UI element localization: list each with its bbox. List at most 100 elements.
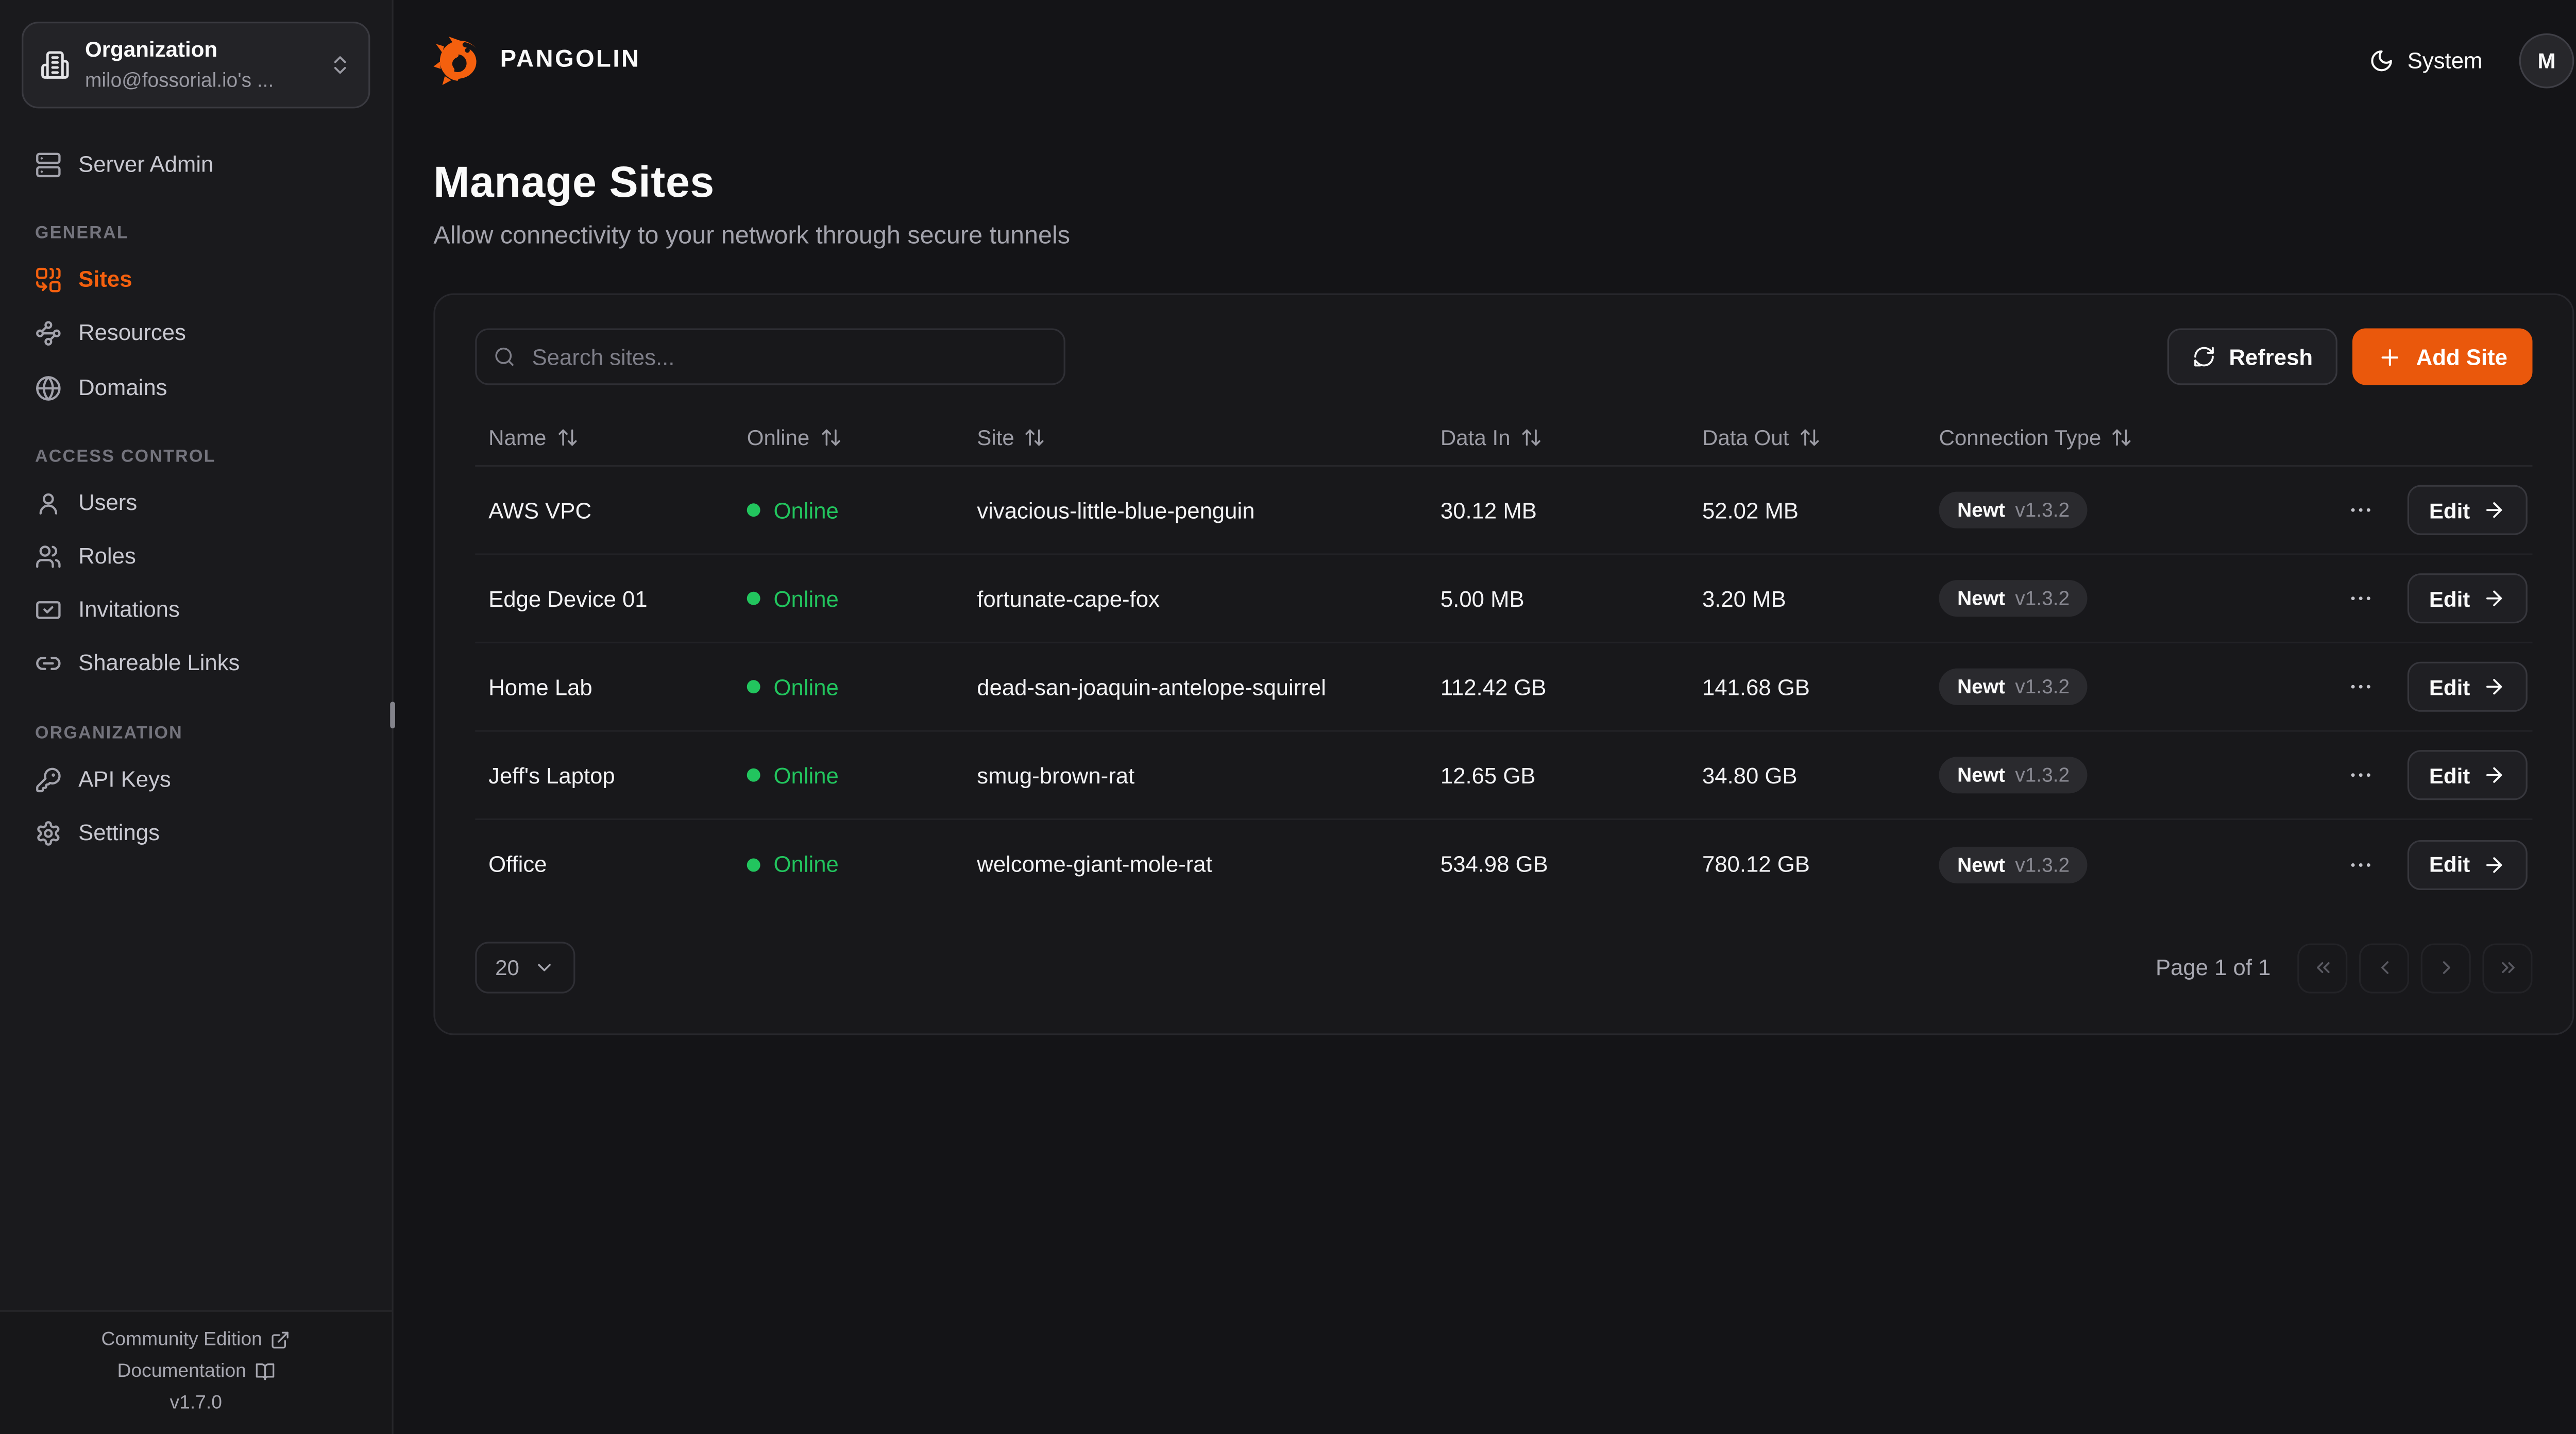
cell-actions: Edit (2344, 839, 2527, 890)
sidebar-item-shareable-links[interactable]: Shareable Links (22, 637, 370, 691)
sidebar-item-label: Shareable Links (78, 651, 240, 676)
sidebar-item-domains[interactable]: Domains (22, 361, 370, 415)
chevrons-up-down-icon (328, 54, 351, 77)
table-row: Home Lab Online dead-san-joaquin-antelop… (475, 643, 2533, 732)
search-box (475, 328, 1065, 385)
cell-site: dead-san-joaquin-antelope-squirrel (977, 674, 1326, 699)
sidebar-resize-handle[interactable] (390, 702, 395, 729)
connection-name: Newt (1957, 852, 2005, 876)
column-header-online[interactable]: Online (747, 425, 977, 450)
status-label: Online (773, 497, 839, 523)
arrow-right-icon (2485, 590, 2501, 606)
sidebar-item-api-keys[interactable]: API Keys (22, 753, 370, 806)
column-header-connection-type[interactable]: Connection Type (1939, 425, 2344, 450)
server-icon (35, 152, 62, 179)
row-menu-button[interactable] (2344, 582, 2378, 615)
sidebar-item-settings[interactable]: Settings (22, 806, 370, 860)
ellipsis-icon (2351, 862, 2370, 866)
book-open-icon (255, 1363, 274, 1380)
next-page-button[interactable] (2420, 942, 2471, 993)
connection-badge: Newt v1.3.2 (1939, 757, 2088, 794)
community-edition-link[interactable]: Community Edition (101, 1330, 291, 1350)
row-menu-button[interactable] (2344, 670, 2378, 704)
sidebar-item-users[interactable]: Users (22, 476, 370, 530)
sidebar-item-resources[interactable]: Resources (22, 308, 370, 361)
connection-name: Newt (1957, 498, 2005, 522)
sidebar-section-organization: ORGANIZATION (35, 722, 183, 743)
row-menu-button[interactable] (2344, 848, 2378, 881)
row-menu-button[interactable] (2344, 758, 2378, 792)
org-switcher[interactable]: Organization milo@fossorial.io's ... (22, 22, 370, 109)
sort-icon[interactable] (820, 426, 841, 448)
chevron-right-icon (2442, 961, 2450, 974)
cell-data-in: 112.42 GB (1440, 674, 1547, 699)
sidebar-item-server-admin[interactable]: Server Admin (22, 139, 370, 192)
column-header-data-in[interactable]: Data In (1440, 425, 1702, 450)
arrow-right-icon (2485, 767, 2501, 783)
chevron-left-icon (2380, 961, 2388, 974)
edit-button[interactable]: Edit (2407, 485, 2527, 535)
cell-data-in: 534.98 GB (1440, 851, 1548, 877)
sidebar-item-invitations[interactable]: Invitations (22, 584, 370, 637)
edit-button[interactable]: Edit (2407, 839, 2527, 890)
edit-button[interactable]: Edit (2407, 573, 2527, 624)
column-header-data-out[interactable]: Data Out (1702, 425, 1939, 450)
online-dot-icon (747, 591, 760, 605)
prev-page-button[interactable] (2359, 942, 2410, 993)
page-head: Manage Sites Allow connectivity to your … (433, 157, 2574, 250)
page-size-value: 20 (495, 955, 519, 980)
table-row: AWS VPC Online vivacious-little-blue-pen… (475, 467, 2533, 555)
column-header-site[interactable]: Site (977, 425, 1440, 450)
theme-toggle[interactable]: System (2369, 47, 2482, 73)
sidebar-section-general: GENERAL (35, 224, 129, 244)
last-page-button[interactable] (2482, 942, 2533, 993)
pagination-controls: Page 1 of 1 (2156, 942, 2533, 993)
users-icon (35, 543, 62, 570)
cell-name: Edge Device 01 (488, 586, 648, 611)
edit-label: Edit (2429, 586, 2470, 611)
sort-icon[interactable] (556, 426, 578, 448)
sidebar-item-sites[interactable]: Sites (22, 253, 370, 307)
add-site-button[interactable]: Add Site (2352, 328, 2533, 385)
cell-actions: Edit (2344, 485, 2527, 535)
cell-actions: Edit (2344, 573, 2527, 624)
refresh-label: Refresh (2229, 344, 2313, 369)
cell-status: Online (747, 586, 977, 611)
search-input[interactable] (529, 342, 1047, 371)
sidebar-item-label: Invitations (78, 596, 180, 622)
sort-icon[interactable] (2111, 426, 2133, 448)
connection-badge: Newt v1.3.2 (1939, 580, 2088, 617)
org-subtitle: milo@fossorial.io's ... (85, 68, 274, 92)
refresh-button[interactable]: Refresh (2167, 328, 2338, 385)
sidebar-item-label: Sites (78, 267, 132, 292)
page-size-select[interactable]: 20 (475, 942, 576, 994)
sort-icon[interactable] (1520, 426, 1542, 448)
column-header-name[interactable]: Name (488, 425, 747, 450)
edit-label: Edit (2429, 497, 2470, 523)
avatar[interactable]: M (2519, 32, 2574, 88)
sort-icon[interactable] (1799, 426, 1821, 448)
status-label: Online (773, 851, 839, 877)
chevrons-right-icon (2501, 962, 2514, 974)
sidebar-nav: Server Admin GENERAL Sites Resources (22, 139, 370, 860)
sidebar-item-roles[interactable]: Roles (22, 530, 370, 584)
sidebar: Organization milo@fossorial.io's ... Ser… (0, 0, 395, 1434)
table-header-row: Name Online Site Data In (475, 410, 2533, 467)
connection-version: v1.3.2 (2015, 498, 2070, 522)
edit-button[interactable]: Edit (2407, 661, 2527, 712)
cell-status: Online (747, 674, 977, 699)
edit-button[interactable]: Edit (2407, 750, 2527, 800)
cell-connection-type: Newt v1.3.2 (1939, 757, 2344, 794)
edit-label: Edit (2429, 762, 2470, 788)
sites-table: Name Online Site Data In (475, 410, 2533, 909)
online-dot-icon (747, 857, 760, 871)
first-page-button[interactable] (2297, 942, 2348, 993)
row-menu-button[interactable] (2344, 493, 2378, 527)
sidebar-item-label: Settings (78, 820, 160, 845)
brand[interactable]: PANGOLIN (433, 34, 640, 86)
search-icon (495, 347, 514, 366)
column-label: Online (747, 425, 810, 450)
online-dot-icon (747, 768, 760, 782)
sort-icon[interactable] (1024, 426, 1046, 448)
documentation-link[interactable]: Documentation (117, 1362, 275, 1382)
